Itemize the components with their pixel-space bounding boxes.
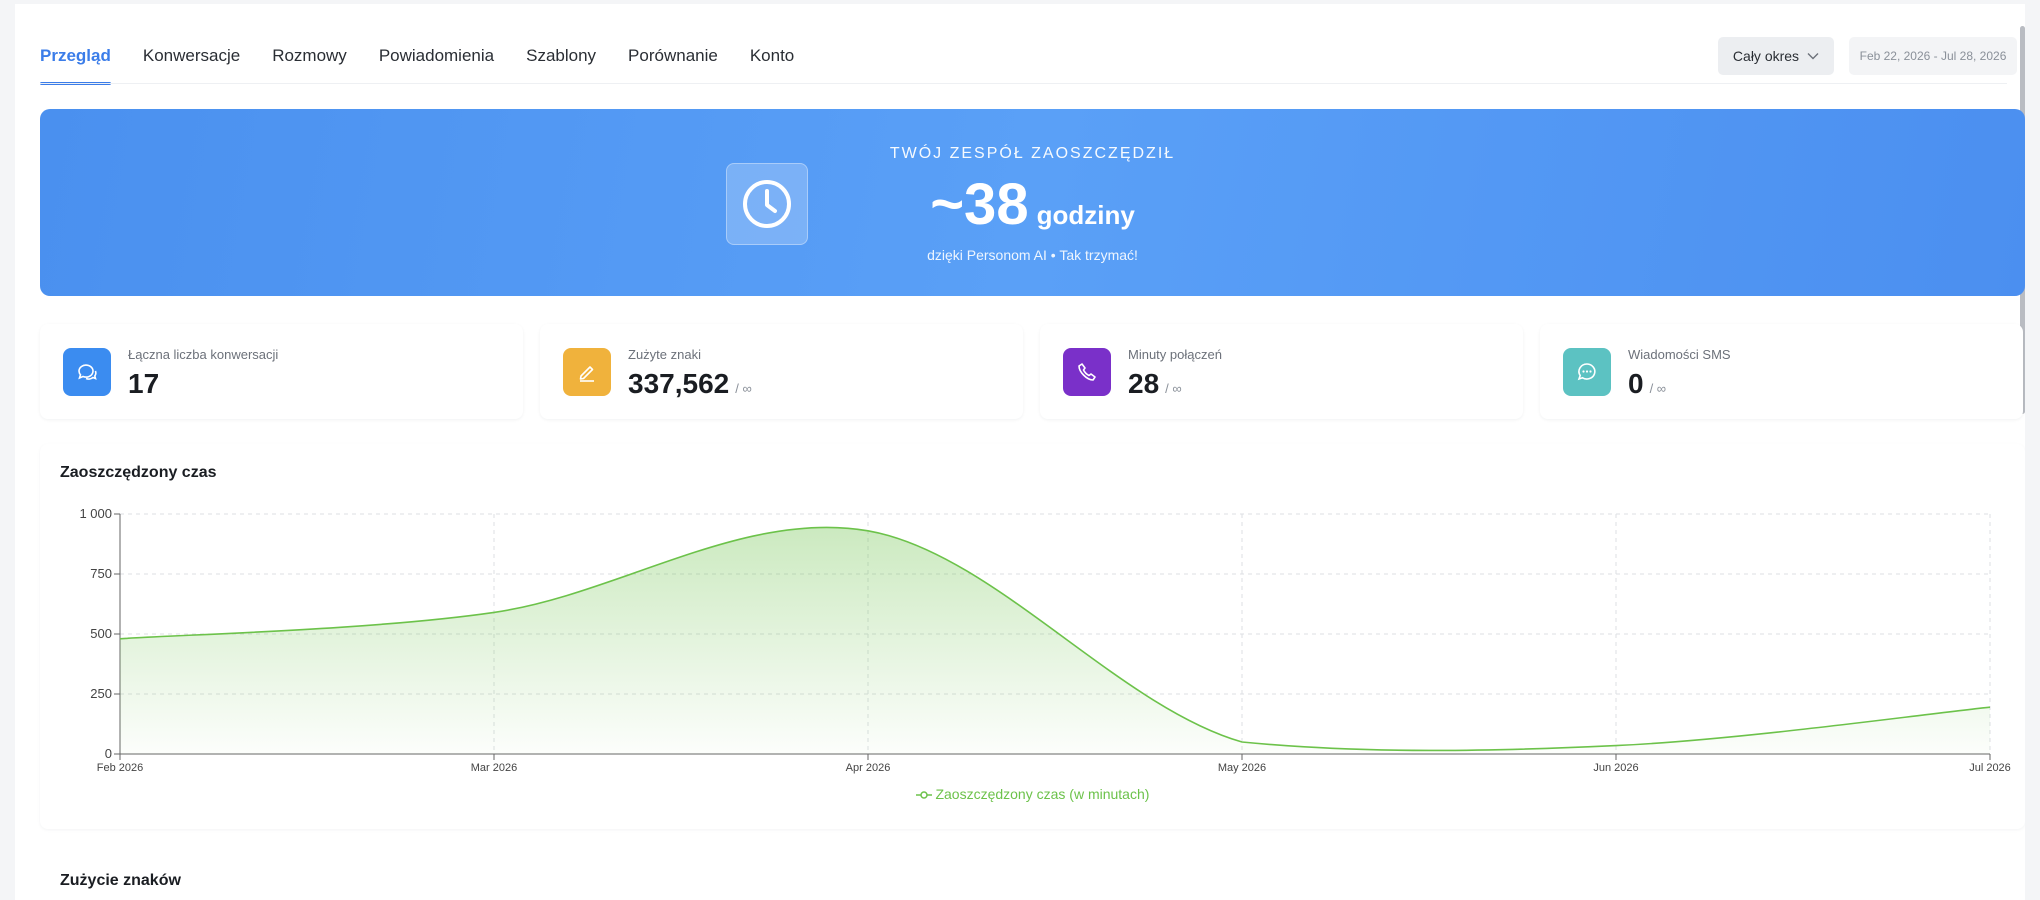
stat-value: 0 / ∞ [1628, 368, 1666, 400]
date-range-picker[interactable]: Feb 22, 2026 - Jul 28, 2026 [1849, 37, 2017, 75]
page: Przegląd Konwersacje Rozmowy Powiadomien… [15, 4, 2025, 900]
tab-rozmowy[interactable]: Rozmowy [272, 46, 347, 65]
x-tick-label: Feb 2026 [97, 762, 143, 774]
phone-icon [1063, 348, 1111, 396]
clock-icon [726, 163, 808, 245]
y-tick-label: 500 [90, 626, 112, 641]
stat-value-number: 17 [128, 368, 160, 399]
stat-value-number: 0 [1628, 368, 1644, 399]
x-tick-label: Apr 2026 [846, 762, 891, 774]
stat-card-call-minutes: Minuty połączeń 28 / ∞ [1040, 324, 1523, 419]
x-tick-label: Mar 2026 [471, 762, 517, 774]
x-tick-label: May 2026 [1218, 762, 1266, 774]
stat-label: Minuty połączeń [1128, 347, 1222, 362]
message-dots-icon [1563, 348, 1611, 396]
tab-szablony[interactable]: Szablony [526, 46, 597, 65]
period-select-value: Cały okres [1732, 48, 1800, 64]
stat-card-characters: Zużyte znaki 337,562 / ∞ [540, 324, 1023, 419]
time-saved-banner: TWÓJ ZESPÓŁ ZAOSZCZĘDZIŁ ~38 godziny dzię… [40, 109, 2025, 296]
tab-powiadomienia[interactable]: Powiadomienia [378, 46, 495, 65]
stat-value: 17 [128, 368, 159, 400]
tab-konwersacje[interactable]: Konwersacje [142, 46, 241, 65]
chat-bubbles-icon [63, 348, 111, 396]
pencil-icon [563, 348, 611, 396]
x-tick-label: Jun 2026 [1593, 762, 1638, 774]
stat-value: 337,562 / ∞ [628, 368, 752, 400]
y-tick-label: 750 [90, 566, 112, 581]
stat-value-number: 28 [1128, 368, 1160, 399]
banner-value: ~38 godziny [40, 171, 2025, 238]
x-tick-label: Jul 2026 [1969, 762, 2011, 774]
tab-porownanie[interactable]: Porównanie [628, 46, 718, 65]
legend-label: Zaoszczędzony czas (w minutach) [935, 786, 1150, 802]
period-select[interactable]: Cały okres [1718, 37, 1834, 75]
stat-limit: / ∞ [735, 381, 752, 396]
stat-card-conversations: Łączna liczba konwersacji 17 [40, 324, 523, 419]
chevron-down-icon [1807, 53, 1819, 60]
nav-tabs: Przegląd Konwersacje Rozmowy Powiadomien… [40, 4, 826, 85]
y-tick-label: 1 000 [79, 506, 112, 521]
series-line [119, 526, 1991, 752]
stat-card-sms: Wiadomości SMS 0 / ∞ [1540, 324, 2023, 419]
y-tick-label: 0 [105, 746, 112, 761]
banner-eyebrow: TWÓJ ZESPÓŁ ZAOSZCZĘDZIŁ [889, 145, 1176, 162]
banner-value-unit: godziny [1036, 200, 1135, 230]
stat-label: Łączna liczba konwersacji [128, 347, 279, 362]
tabs-divider [40, 83, 2007, 84]
legend-line-marker-icon [915, 791, 932, 800]
stat-limit: / ∞ [1165, 381, 1182, 396]
stat-value-number: 337,562 [628, 368, 730, 399]
tab-przeglad[interactable]: Przegląd [40, 46, 111, 85]
y-tick-label: 250 [90, 686, 112, 701]
stat-label: Wiadomości SMS [1628, 347, 1731, 362]
area-fill [120, 527, 1990, 754]
time-saved-chart: 0 250 500 750 1 000 Feb 2026 Mar 2026 Apr 2026 M… [79, 506, 2011, 774]
character-usage-title: Zużycie znaków [60, 872, 181, 889]
chart-legend[interactable]: Zaoszczędzony czas (w minutach) [40, 786, 2025, 802]
stat-label: Zużyte znaki [628, 347, 701, 362]
time-saved-chart-card: Zaoszczędzony czas 0 250 500 750 1 000 Feb 20… [40, 444, 2025, 829]
stat-limit: / ∞ [1649, 381, 1667, 396]
stat-value: 28 / ∞ [1128, 368, 1182, 400]
tab-konto[interactable]: Konto [749, 46, 795, 65]
banner-value-number: ~38 [930, 172, 1029, 237]
banner-subtitle: dzięki Personom AI • Tak trzymać! [927, 247, 1138, 263]
chart-title: Zaoszczędzony czas [60, 464, 217, 481]
stats-row: Łączna liczba konwersacji 17 Zużyte znak… [40, 324, 2025, 419]
